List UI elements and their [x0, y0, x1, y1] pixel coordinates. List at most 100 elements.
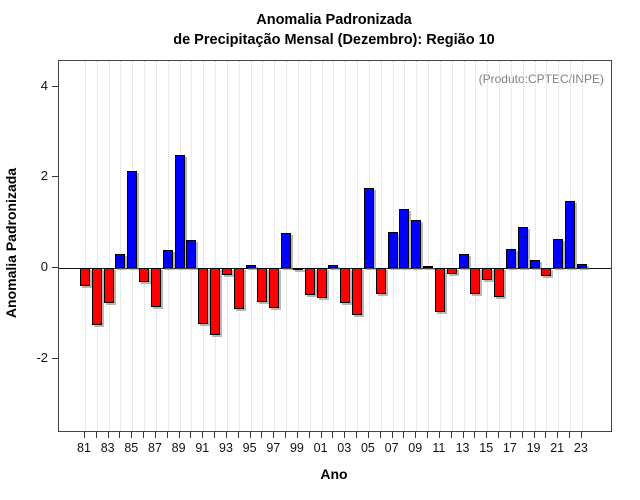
- grid-line: [439, 61, 441, 431]
- grid-line: [475, 61, 477, 431]
- x-tick: [391, 432, 393, 438]
- x-tick: [474, 432, 476, 438]
- bar-06: [375, 268, 386, 295]
- x-tick-label: 95: [242, 441, 257, 455]
- x-tick: [285, 432, 287, 438]
- x-tick: [131, 432, 133, 438]
- bar-19: [529, 260, 540, 268]
- grid-line: [250, 61, 252, 431]
- grid-line: [215, 61, 217, 431]
- x-tick: [379, 432, 381, 438]
- x-tick-label: 17: [502, 441, 517, 455]
- bar-14: [470, 268, 481, 295]
- y-tick: [52, 85, 58, 87]
- x-tick-label: 21: [550, 441, 565, 455]
- x-tick-label: 89: [171, 441, 186, 455]
- x-tick-label: 81: [77, 441, 91, 455]
- x-tick: [415, 432, 417, 438]
- x-tick: [450, 432, 452, 438]
- x-tick: [438, 432, 440, 438]
- grid-line: [274, 61, 276, 431]
- x-tick: [237, 432, 239, 438]
- grid-line: [345, 61, 347, 431]
- grid-line: [203, 61, 205, 431]
- grid-line: [546, 61, 548, 431]
- bar-04: [352, 268, 363, 316]
- grid-line: [463, 61, 465, 431]
- x-tick: [427, 432, 429, 438]
- x-tick: [569, 432, 571, 438]
- x-tick: [107, 432, 109, 438]
- x-tick: [143, 432, 145, 438]
- x-tick: [545, 432, 547, 438]
- x-tick: [154, 432, 156, 438]
- x-tick-label: 93: [219, 441, 233, 455]
- bar-09: [411, 220, 422, 268]
- x-tick-label: 99: [289, 441, 304, 455]
- grid-line: [120, 61, 122, 431]
- grid-line: [451, 61, 453, 431]
- grid-line: [357, 61, 359, 431]
- bar-90: [186, 239, 197, 268]
- bar-01: [316, 268, 327, 298]
- y-tick-label: -2: [36, 349, 48, 365]
- grid-line: [226, 61, 228, 431]
- x-tick: [119, 432, 121, 438]
- grid-line: [428, 61, 430, 431]
- grid-line: [262, 61, 264, 431]
- bar-05: [363, 187, 374, 268]
- x-tick-label: 23: [573, 441, 588, 455]
- bar-97: [269, 268, 280, 309]
- grid-line: [499, 61, 501, 431]
- x-tick: [521, 432, 523, 438]
- grid-line: [309, 61, 311, 431]
- bar-88: [162, 249, 173, 268]
- y-tick-label: 4: [40, 77, 48, 93]
- x-tick: [95, 432, 97, 438]
- grid-line: [297, 61, 299, 431]
- bar-92: [210, 268, 221, 335]
- x-tick-label: 09: [408, 441, 423, 455]
- x-tick-label: 19: [526, 441, 541, 455]
- bar-83: [103, 268, 114, 304]
- x-tick-label: 97: [266, 441, 281, 455]
- grid-line: [96, 61, 98, 431]
- x-tick-label: 91: [195, 441, 210, 455]
- x-tick-label: 85: [124, 441, 139, 455]
- bar-87: [150, 268, 161, 307]
- chart-title: Anomalia Padronizada de Precipitação Men…: [58, 10, 610, 50]
- bar-84: [115, 254, 126, 268]
- bar-10: [423, 265, 434, 268]
- x-tick-label: 11: [432, 441, 446, 455]
- x-tick-label: 05: [360, 441, 375, 455]
- x-tick: [308, 432, 310, 438]
- x-tick-label: 13: [455, 441, 470, 455]
- x-tick: [367, 432, 369, 438]
- bar-13: [458, 254, 469, 268]
- bar-94: [233, 268, 244, 309]
- x-tick: [84, 432, 85, 438]
- bar-20: [541, 268, 552, 277]
- x-tick: [557, 432, 559, 438]
- grid-line: [144, 61, 146, 431]
- grid-line: [581, 61, 583, 431]
- bar-16: [494, 268, 505, 297]
- bar-15: [482, 268, 493, 281]
- bar-00: [304, 268, 315, 295]
- zero-line: [59, 268, 611, 269]
- grid-line: [238, 61, 240, 431]
- x-tick: [296, 432, 298, 438]
- y-tick: [52, 267, 58, 268]
- y-tick: [52, 357, 58, 359]
- chart-title-line1: Anomalia Padronizada: [256, 12, 412, 28]
- x-tick-label: 87: [148, 441, 162, 455]
- bar-81: [80, 268, 90, 287]
- grid-line: [510, 61, 512, 431]
- bar-03: [340, 268, 351, 304]
- x-tick: [190, 432, 192, 438]
- bar-98: [281, 233, 292, 268]
- x-tick: [332, 432, 334, 438]
- x-tick: [580, 432, 582, 438]
- x-tick-label: 07: [384, 441, 399, 455]
- grid-line: [85, 61, 86, 431]
